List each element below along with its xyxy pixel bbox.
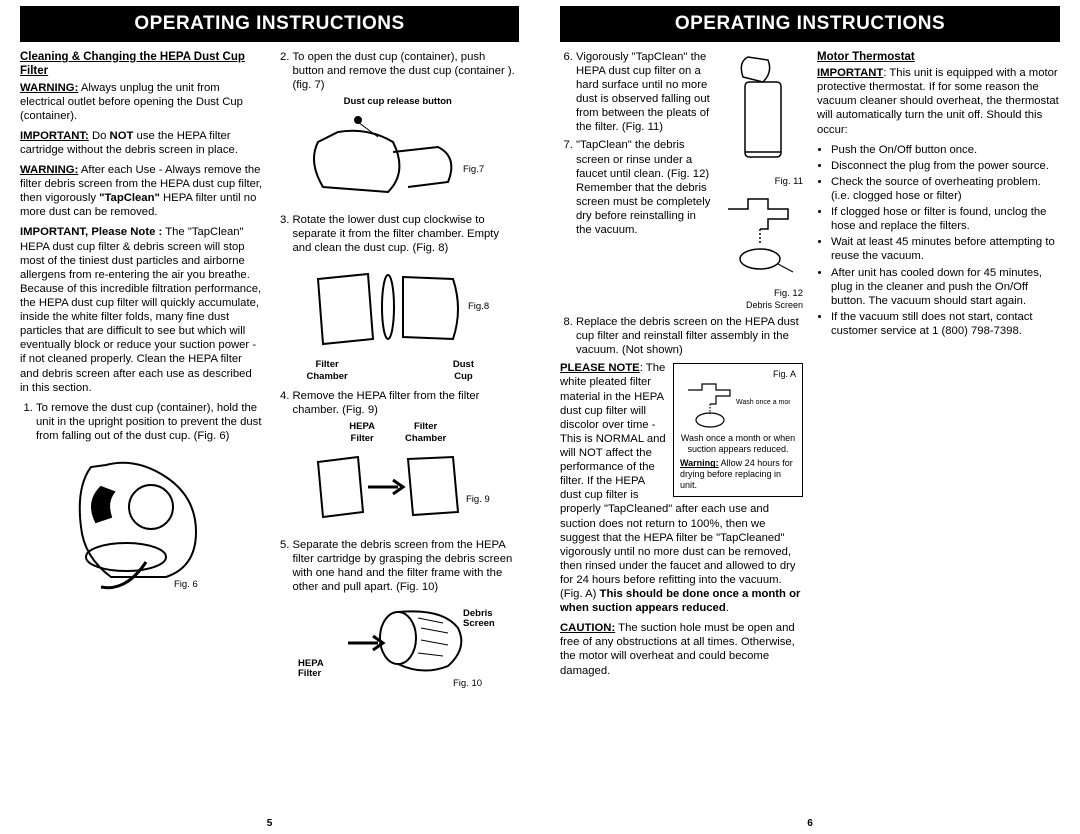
section-title-hepa: Cleaning & Changing the HEPA Dust Cup Fi…: [20, 50, 263, 79]
section-title-motor: Motor Thermostat: [817, 50, 1060, 64]
important-1-label: IMPORTANT:: [20, 130, 89, 142]
page-number-6: 6: [807, 818, 813, 831]
inset-warn-label: Warning:: [680, 458, 719, 468]
tapclean-icon: [723, 52, 803, 172]
note-c: .: [726, 602, 729, 614]
note-label: PLEASE NOTE: [560, 362, 640, 374]
caution: CAUTION: The suction hole must be open a…: [560, 621, 803, 677]
figure-12: Fig. 12 Debris Screen: [718, 194, 803, 311]
right-col1: Fig. 11 Vigorously "TapClean" the HEPA d…: [560, 50, 803, 684]
inset-faucet-icon: Wash once a month or when suction appear…: [680, 380, 790, 430]
step-4: Remove the HEPA filter from the filter c…: [293, 389, 520, 417]
important-2-text: The "TapClean" HEPA dust cup filter & de…: [20, 226, 261, 393]
bullet-2: Disconnect the plug from the power sourc…: [831, 159, 1060, 173]
inset-figA-label: Fig. A: [680, 369, 796, 380]
figure-11: Fig. 11: [723, 52, 803, 188]
figure-6: Fig. 6: [56, 447, 226, 597]
motor-important: IMPORTANT: This unit is equipped with a …: [817, 66, 1060, 137]
figure-8: Fig.8: [298, 259, 498, 359]
fig12-label: Fig. 12: [718, 288, 803, 300]
fig10-label: Fig. 10: [453, 678, 482, 689]
bullet-4: If clogged hose or filter is found, uncl…: [831, 205, 1060, 233]
warning-2-tap: "TapClean": [99, 192, 160, 204]
motor-bullets: Push the On/Off button once. Disconnect …: [817, 143, 1060, 338]
steps-col2: To open the dust cup (container), push b…: [277, 50, 520, 92]
warning-1-label: WARNING:: [20, 82, 78, 94]
page-5: OPERATING INSTRUCTIONS Cleaning & Changi…: [0, 0, 540, 834]
fig9-left-label: HEPAFilter: [349, 421, 375, 445]
right-col2: Motor Thermostat IMPORTANT: This unit is…: [817, 50, 1060, 684]
step-2: To open the dust cup (container), push b…: [293, 50, 520, 92]
fig8-label: Fig.8: [468, 301, 489, 312]
fig9-top-labels: HEPAFilter FilterChamber: [277, 421, 520, 445]
inset-warning: Warning: Allow 24 hours for drying befor…: [680, 458, 796, 490]
bullet-7: If the vacuum still does not start, cont…: [831, 310, 1060, 338]
fig10-l2: Filter: [298, 668, 322, 679]
fig7-label: Fig.7: [463, 164, 484, 175]
warning-1: WARNING: Always unplug the unit from ele…: [20, 81, 263, 123]
figure-10: HEPA Filter Debris Screen Fig. 10: [293, 598, 503, 693]
warning-2: WARNING: After each Use - Always remove …: [20, 163, 263, 219]
steps-r3: Replace the debris screen on the HEPA du…: [560, 315, 803, 357]
inset-wash: Wash once a month or when suction appear…: [680, 433, 796, 455]
steps-col2b: Rotate the lower dust cup clockwise to s…: [277, 213, 520, 255]
warning-2-label: WARNING:: [20, 164, 78, 176]
steps-col1: To remove the dust cup (container), hold…: [20, 401, 263, 443]
important-1-a: Do: [89, 130, 110, 142]
bullet-5: Wait at least 45 minutes before attempti…: [831, 235, 1060, 263]
columns-right: Fig. 11 Vigorously "TapClean" the HEPA d…: [560, 50, 1060, 684]
inset-wash-text: Wash once a month or when suction appear…: [736, 399, 790, 406]
fig10-r2: Screen: [463, 618, 495, 629]
important-2-label: IMPORTANT, Please Note :: [20, 226, 162, 238]
page-6: OPERATING INSTRUCTIONS Fig. 11 Vigorousl…: [540, 0, 1080, 834]
fig8-left-label: FilterChamber: [307, 359, 348, 383]
header-bar-left: OPERATING INSTRUCTIONS: [20, 6, 519, 42]
important-2: IMPORTANT, Please Note : The "TapClean" …: [20, 225, 263, 394]
page-number-5: 5: [267, 818, 273, 831]
fig12-part: Debris Screen: [718, 300, 803, 311]
fig8-right-label: DustCup: [453, 359, 474, 383]
caution-label: CAUTION:: [560, 622, 615, 634]
steps-col2c: Remove the HEPA filter from the filter c…: [277, 389, 520, 417]
left-col1: Cleaning & Changing the HEPA Dust Cup Fi…: [20, 50, 263, 700]
vacuum-icon: Fig. 6: [56, 447, 226, 597]
important-1: IMPORTANT: Do NOT use the HEPA filter ca…: [20, 129, 263, 157]
motor-imp-label: IMPORTANT: [817, 67, 883, 79]
figure-7: Fig.7: [298, 112, 498, 207]
step-1: To remove the dust cup (container), hold…: [36, 401, 263, 443]
hepa-remove-icon: Fig. 9: [298, 447, 498, 532]
dustcup-release-icon: Fig.7: [298, 112, 498, 207]
bullet-3: Check the source of overheating problem.…: [831, 175, 1060, 203]
important-1-not: NOT: [110, 130, 134, 142]
columns-left: Cleaning & Changing the HEPA Dust Cup Fi…: [20, 50, 519, 700]
bullet-1: Push the On/Off button once.: [831, 143, 1060, 157]
debris-screen-icon: HEPA Filter Debris Screen Fig. 10: [293, 598, 503, 693]
step-3: Rotate the lower dust cup clockwise to s…: [293, 213, 520, 255]
figure-9: Fig. 9: [298, 447, 498, 532]
fig9-label: Fig. 9: [466, 494, 490, 505]
bullet-6: After unit has cooled down for 45 minute…: [831, 266, 1060, 308]
fig11-label: Fig. 11: [723, 176, 803, 188]
steps-col2d: Separate the debris screen from the HEPA…: [277, 538, 520, 594]
fig8-labels: FilterChamber DustCup: [277, 359, 520, 383]
faucet-icon: [718, 194, 803, 284]
fig9-right-label: FilterChamber: [405, 421, 446, 445]
dustcup-split-icon: Fig.8: [298, 259, 498, 359]
left-col2: To open the dust cup (container), push b…: [277, 50, 520, 700]
fig7-title: Dust cup release button: [277, 96, 520, 108]
fig6-label: Fig. 6: [174, 579, 198, 590]
header-bar-right: OPERATING INSTRUCTIONS: [560, 6, 1060, 42]
step-5: Separate the debris screen from the HEPA…: [293, 538, 520, 594]
step-8: Replace the debris screen on the HEPA du…: [576, 315, 803, 357]
inset-figA: Fig. A Wash once a month or when suction…: [673, 363, 803, 497]
